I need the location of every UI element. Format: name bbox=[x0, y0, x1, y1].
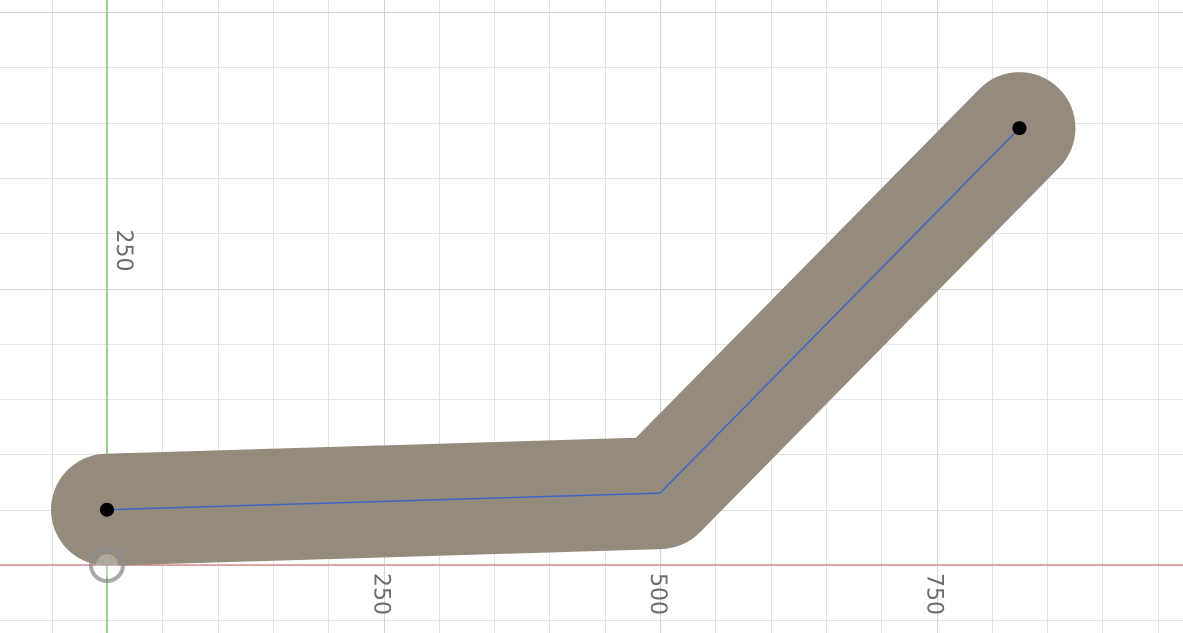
x-tick-label-250: 250 bbox=[369, 573, 394, 615]
x-tick-label-500: 500 bbox=[645, 573, 670, 615]
origin-ring-icon[interactable] bbox=[89, 547, 125, 583]
sketch-centerline[interactable] bbox=[106, 127, 1020, 511]
y-tick-label-250: 250 bbox=[111, 230, 136, 272]
sketch-point-start[interactable] bbox=[100, 502, 114, 517]
origin-ring-inner bbox=[96, 554, 118, 576]
sketch-points[interactable] bbox=[100, 121, 1027, 517]
x-tick-label-750: 750 bbox=[922, 573, 947, 615]
offset-band[interactable] bbox=[51, 72, 1076, 566]
sketch-point-end[interactable] bbox=[1012, 121, 1027, 136]
origin-ring-outer bbox=[89, 547, 125, 583]
